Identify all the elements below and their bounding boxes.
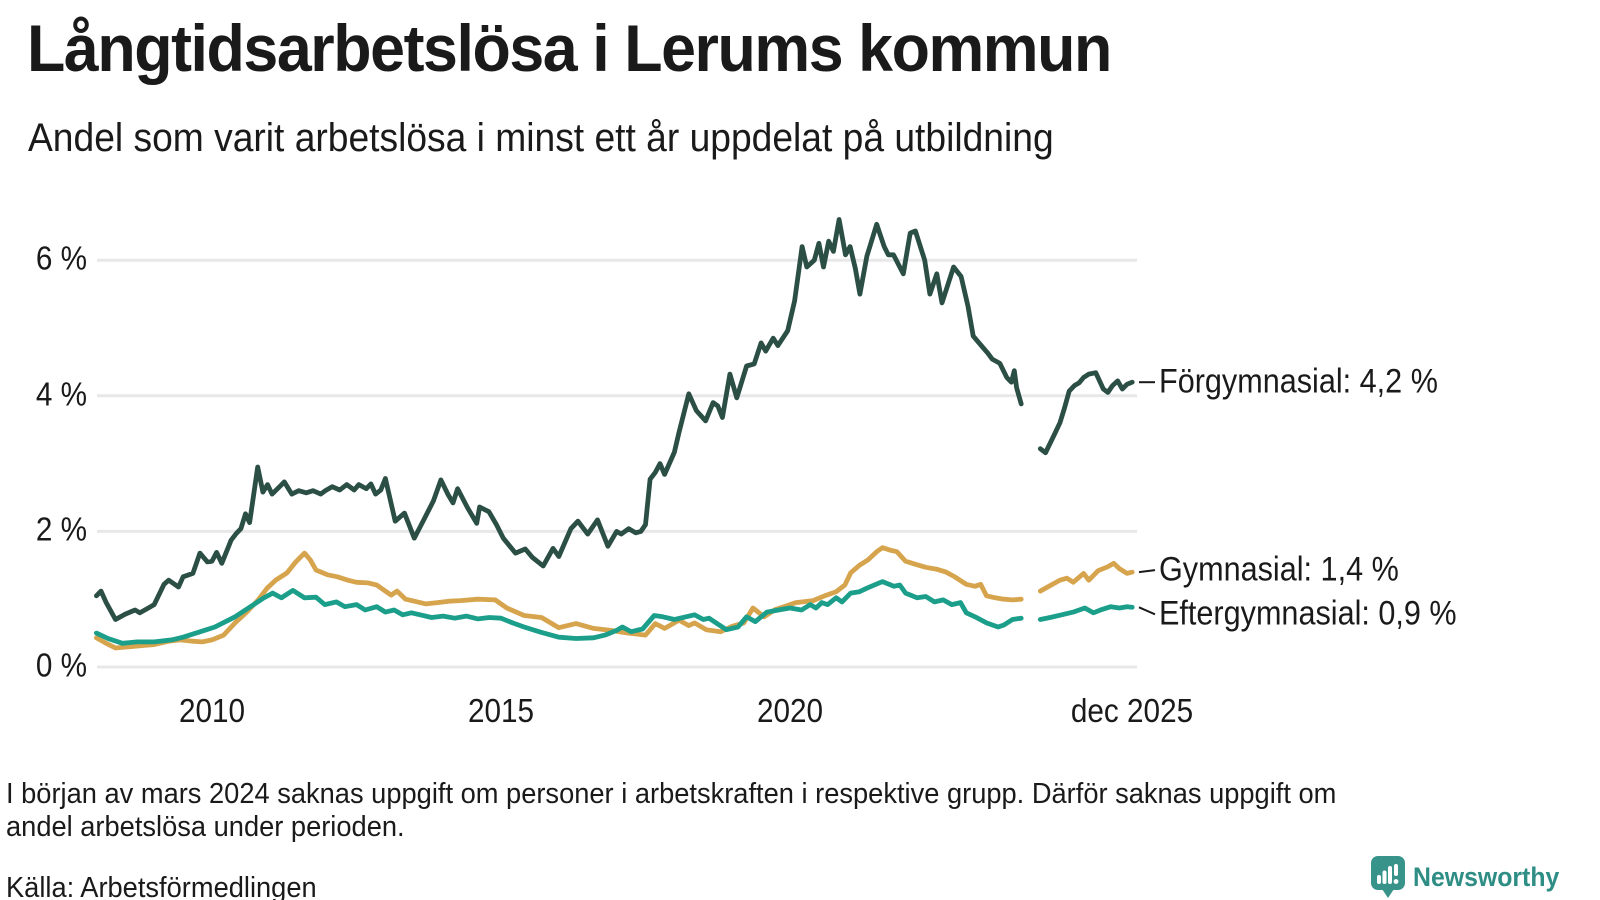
series-line-eftergymnasial [1037,604,1135,622]
newsworthy-wordmark: Newsworthy [1413,861,1560,892]
footnote-line: I början av mars 2024 saknas uppgift om … [6,778,1337,810]
y-axis-tick-4: 4 % [35,375,87,413]
x-axis-tick-dec-2025: dec 2025 [1070,692,1194,729]
series-label-gymnasial: Gymnasial: 1,4 % [1159,550,1399,589]
series-line-gymnasial [94,545,1024,651]
footnote-line: andel arbetslösa under perioden. [6,811,405,843]
newsworthy-logo-link[interactable]: Newsworthy [1371,856,1572,898]
series-line-gymnasial [1037,560,1135,594]
y-axis-tick-6: 6 % [35,239,87,277]
chart-footnote: I början av mars 2024 saknas uppgift om … [6,778,1336,844]
series-line-förgymnasial [1037,370,1135,456]
series-label-eftergymnasial: Eftergymnasial: 0,9 % [1159,594,1457,633]
y-axis-tick-2: 2 % [35,510,87,548]
y-axis-tick-0: 0 % [35,646,87,684]
series-line-förgymnasial [94,217,1024,622]
source-label: Källa: Arbetsförmedlingen [6,872,317,900]
x-axis-tick-2020: 2020 [756,692,824,729]
x-axis-tick-2015: 2015 [467,692,535,729]
page-title: Långtidsarbetslösa i Lerums kommun [27,11,1112,85]
series-label-förgymnasial: Förgymnasial: 4,2 % [1159,362,1438,401]
x-axis-tick-2010: 2010 [178,692,246,729]
series-line-eftergymnasial [94,579,1024,646]
legend-leader-gymnasial [1138,569,1156,574]
legend-leader-eftergymnasial [1138,606,1156,616]
bar-chart-speech-bubble-icon [1371,856,1405,898]
page-subtitle: Andel som varit arbetslösa i minst ett å… [28,116,1054,160]
